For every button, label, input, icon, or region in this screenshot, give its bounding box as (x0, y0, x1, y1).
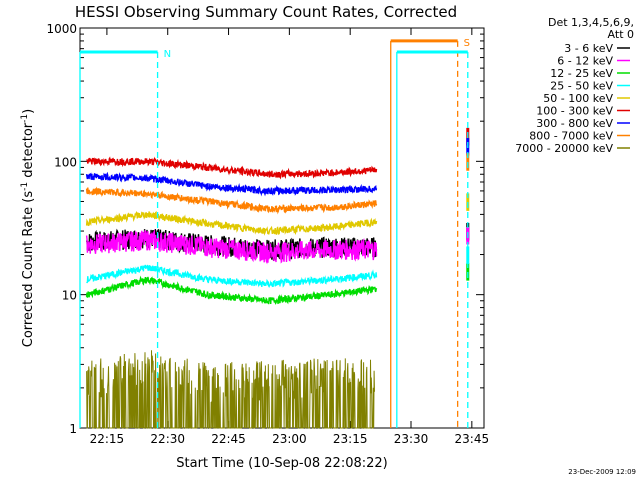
legend-header-line1: Det 1,3,4,5,6,9, (548, 16, 634, 29)
marker-1: S (390, 38, 470, 428)
legend-label: 3 - 6 keV (564, 42, 613, 55)
series-8 (86, 350, 375, 429)
legend-label: 800 - 7000 keV (529, 130, 613, 143)
legend-label: 7000 - 20000 keV (515, 142, 613, 155)
series-4 (85, 193, 470, 236)
marker-0: N (79, 49, 171, 428)
x-tick-label: 22:30 (150, 432, 185, 446)
legend-item: 50 - 100 keV (543, 92, 630, 105)
x-tick-label: 22:15 (90, 432, 125, 446)
y-tick-label: 10 (62, 289, 77, 303)
axis-ticks: 22:15 22:30 22:45 23:00 23:15 23:30 23:45 1 10 10… (46, 22, 489, 446)
x-tick-label: 23:30 (394, 432, 429, 446)
marker-label: S (464, 38, 470, 49)
series-line (85, 186, 378, 215)
legend-item: 300 - 800 keV (536, 117, 630, 130)
x-tick-label: 23:15 (333, 432, 368, 446)
series-line (85, 210, 378, 236)
legend-item: 100 - 300 keV (536, 105, 630, 118)
legend-label: 300 - 800 keV (536, 117, 613, 130)
date-stamp: 23-Dec-2009 12:09 (568, 468, 636, 476)
series-line (86, 264, 378, 289)
legend-item: 800 - 7000 keV (529, 130, 630, 143)
marker-2 (396, 50, 469, 428)
legend-label: 12 - 25 keV (550, 67, 613, 80)
legend-item: 25 - 50 keV (550, 80, 630, 93)
series-line (85, 171, 378, 197)
legend-label: 100 - 300 keV (536, 105, 613, 118)
y-tick-label: 100 (54, 155, 77, 169)
legend-header-line2: Att 0 (608, 28, 634, 41)
x-tick-label: 23:45 (455, 432, 490, 446)
legend-label: 6 - 12 keV (557, 55, 613, 68)
y-axis-label: Corrected Count Rate (s-1 detector-1) (20, 109, 36, 347)
series-6 (85, 138, 470, 197)
legend-item: 7000 - 20000 keV (515, 142, 630, 155)
x-axis-label: Start Time (10-Sep-08 22:08:22) (176, 456, 387, 471)
x-tick-label: 22:45 (211, 432, 246, 446)
legend-item: 3 - 6 keV (564, 42, 630, 55)
x-tick-label: 23:00 (272, 432, 307, 446)
chart-marks: NS (79, 38, 470, 429)
legend-label: 25 - 50 keV (550, 80, 613, 93)
y-tick-label: 1000 (46, 22, 77, 36)
legend-item: 6 - 12 keV (557, 55, 630, 68)
series-line (85, 275, 378, 305)
series-5 (86, 127, 470, 180)
legend-label: 50 - 100 keV (543, 92, 613, 105)
series-line (86, 156, 378, 180)
series-line (85, 228, 378, 265)
marker-label: N (164, 49, 171, 60)
y-tick-label: 1 (69, 422, 77, 436)
chart-title: HESSI Observing Summary Count Rates, Cor… (75, 3, 457, 21)
legend-item: 12 - 25 keV (550, 67, 630, 80)
series-line (86, 350, 375, 429)
